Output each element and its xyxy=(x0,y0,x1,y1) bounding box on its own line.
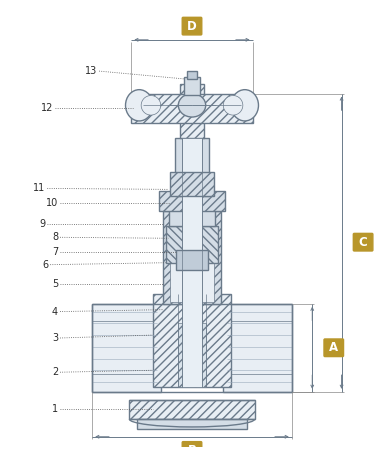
Bar xyxy=(169,196,215,226)
Bar xyxy=(129,399,255,419)
Bar xyxy=(184,77,200,95)
Ellipse shape xyxy=(223,96,243,115)
FancyBboxPatch shape xyxy=(182,17,202,35)
Text: 7: 7 xyxy=(52,247,58,257)
FancyBboxPatch shape xyxy=(182,441,202,457)
Text: 12: 12 xyxy=(41,103,53,113)
Bar xyxy=(178,324,206,387)
Bar xyxy=(170,172,214,196)
Text: 2: 2 xyxy=(52,367,58,377)
Text: D: D xyxy=(187,20,197,32)
Text: 6: 6 xyxy=(42,260,48,270)
Ellipse shape xyxy=(126,90,153,121)
Bar xyxy=(170,216,214,302)
FancyBboxPatch shape xyxy=(324,339,344,356)
Bar xyxy=(159,191,225,211)
Bar xyxy=(166,226,218,263)
Bar xyxy=(137,419,247,429)
Text: 9: 9 xyxy=(39,218,45,228)
Text: 4: 4 xyxy=(52,307,58,317)
Bar xyxy=(92,304,161,392)
Bar xyxy=(180,84,204,138)
Text: C: C xyxy=(359,236,367,249)
Bar xyxy=(223,304,292,392)
Text: 11: 11 xyxy=(33,183,45,193)
Text: 13: 13 xyxy=(85,66,97,76)
Text: 10: 10 xyxy=(46,198,58,208)
Bar xyxy=(187,71,197,79)
Bar xyxy=(131,94,253,123)
Text: A: A xyxy=(329,341,338,354)
Ellipse shape xyxy=(178,94,206,117)
Bar xyxy=(153,294,231,387)
Text: 3: 3 xyxy=(52,333,58,343)
FancyBboxPatch shape xyxy=(353,234,373,251)
Text: 5: 5 xyxy=(52,279,58,289)
Bar xyxy=(176,250,208,270)
Bar xyxy=(182,138,202,387)
Text: 1: 1 xyxy=(52,404,58,414)
Bar xyxy=(163,211,221,304)
Bar xyxy=(175,138,209,196)
Text: 8: 8 xyxy=(52,232,58,242)
Ellipse shape xyxy=(141,96,161,115)
Text: B: B xyxy=(187,444,197,457)
Ellipse shape xyxy=(231,90,258,121)
